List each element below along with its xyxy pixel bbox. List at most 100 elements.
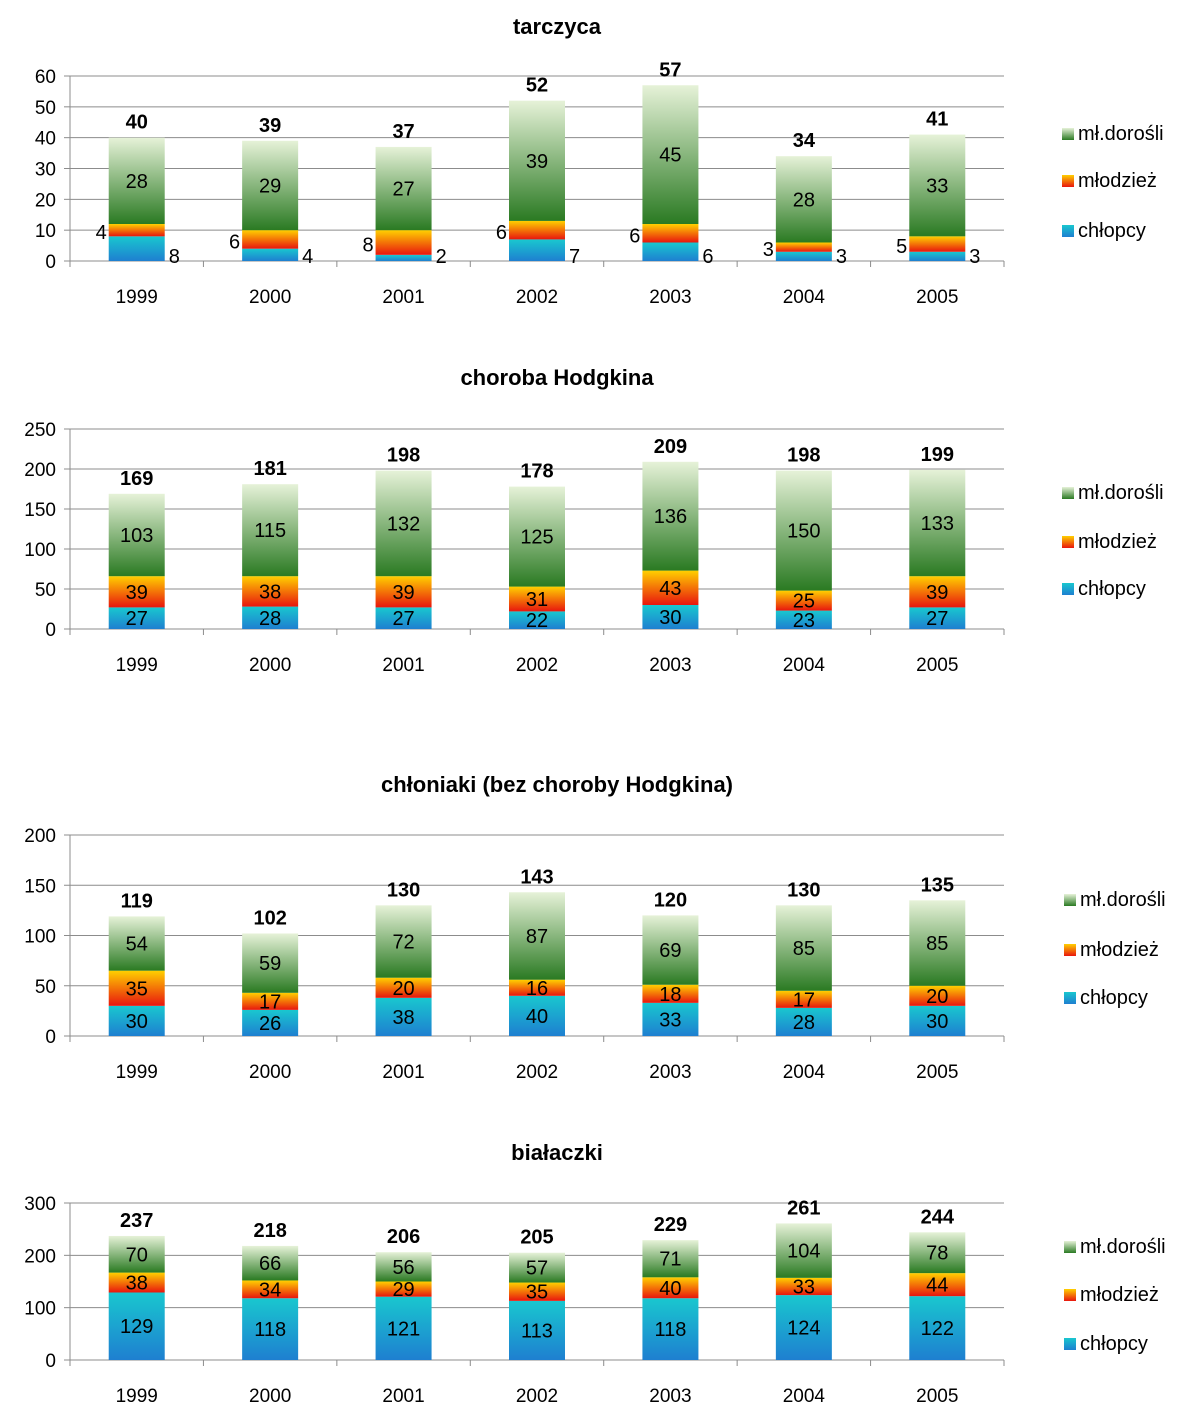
total-label: 169 (120, 468, 153, 490)
data-label-chlopcy: 4 (302, 246, 313, 268)
bar-segment-mlodziez (909, 985, 966, 1006)
bar-segment-chlopcy (108, 1292, 165, 1360)
data-label-chlopcy: 3 (969, 246, 980, 268)
bar-segment-mlodziez (509, 1282, 565, 1301)
data-label-mldorosli: 85 (793, 938, 815, 960)
legend-label-mlodziez: młodzież (1078, 170, 1157, 192)
x-tick-label: 2001 (382, 655, 424, 676)
bar-segment-chlopcy (375, 254, 432, 261)
legend-swatch-chlopcy (1064, 992, 1076, 1004)
data-label-mlodziez: 35 (126, 978, 148, 1000)
data-label-mldorosli: 59 (259, 953, 281, 975)
bar-segment-mldorosli (909, 900, 966, 986)
bar-segment-mlodziez (108, 224, 165, 237)
bar-segment-mlodziez (642, 224, 699, 243)
data-label-mldorosli: 39 (526, 151, 548, 173)
total-label: 229 (654, 1214, 687, 1236)
bar-segment-chlopcy (909, 251, 966, 261)
data-label-chlopcy: 23 (793, 610, 815, 632)
total-label: 244 (921, 1206, 955, 1228)
total-label: 102 (253, 907, 286, 929)
x-tick-label: 2004 (783, 1386, 826, 1405)
legend-label-mldorosli: mł.dorośli (1078, 482, 1164, 504)
data-label-mldorosli: 27 (392, 179, 414, 201)
data-label-mlodziez: 4 (96, 222, 107, 244)
total-label: 143 (520, 866, 553, 888)
legend-swatch-chlopcy (1062, 583, 1074, 595)
data-label-mldorosli: 54 (126, 934, 148, 956)
total-label: 34 (793, 130, 816, 152)
total-label: 178 (520, 461, 553, 483)
x-tick-label: 2002 (516, 1386, 558, 1405)
bar-segment-chlopcy (775, 1007, 832, 1036)
bar-segment-mldorosli (375, 146, 432, 231)
bar-segment-mldorosli (509, 1252, 565, 1283)
bar-segment-mldorosli (642, 85, 699, 224)
bar-segment-mldorosli (242, 140, 299, 231)
y-tick-label: 30 (35, 160, 56, 181)
data-label-chlopcy: 8 (169, 246, 180, 268)
y-tick-label: 60 (35, 67, 56, 88)
data-label-mldorosli: 66 (259, 1253, 281, 1275)
data-label-mlodziez: 16 (526, 978, 548, 1000)
total-label: 41 (926, 109, 948, 131)
bar-segment-mldorosli (375, 1252, 432, 1282)
bar-segment-mldorosli (909, 469, 966, 577)
bar-segment-mlodziez (108, 1272, 165, 1293)
data-label-chlopcy: 118 (254, 1319, 286, 1341)
x-tick-label: 2003 (649, 655, 691, 676)
total-label: 37 (392, 121, 414, 143)
data-label-mldorosli: 115 (254, 520, 286, 542)
bar-segment-mldorosli (108, 137, 165, 224)
data-label-mlodziez: 38 (126, 1273, 148, 1295)
legend-swatch-mlodziez (1064, 944, 1076, 956)
total-label: 218 (253, 1220, 286, 1242)
data-label-mldorosli: 136 (654, 506, 687, 528)
legend-label-mlodziez: młodzież (1078, 531, 1157, 553)
bar-segment-mlodziez (909, 1273, 966, 1297)
data-label-mlodziez: 39 (926, 582, 948, 604)
data-label-mldorosli: 103 (120, 525, 153, 547)
data-label-chlopcy: 30 (926, 1011, 948, 1033)
data-label-mldorosli: 78 (926, 1243, 948, 1265)
x-tick-label: 2005 (916, 287, 958, 308)
x-tick-label: 2004 (783, 1062, 826, 1083)
bar-segment-mldorosli (775, 156, 832, 243)
data-label-mlodziez: 6 (496, 222, 507, 244)
data-label-mldorosli: 45 (659, 145, 681, 167)
bar-segment-mldorosli (108, 916, 165, 971)
bar-segment-mlodziez (509, 586, 565, 612)
bar-segment-chlopcy (375, 607, 432, 629)
y-tick-label: 100 (24, 540, 56, 561)
x-tick-label: 1999 (116, 655, 158, 676)
data-label-chlopcy: 28 (793, 1012, 815, 1034)
chart-title: chłoniaki (bez choroby Hodgkina) (381, 772, 733, 797)
data-label-chlopcy: 26 (259, 1013, 281, 1035)
y-tick-label: 0 (45, 1027, 56, 1048)
bar-segment-mlodziez (242, 230, 299, 249)
total-label: 181 (253, 458, 286, 480)
legend-swatch-mldorosli (1062, 128, 1074, 140)
bar-segment-mlodziez (509, 220, 565, 240)
data-label-mldorosli: 71 (659, 1249, 681, 1271)
bar-segment-mlodziez (775, 1277, 832, 1296)
x-tick-label: 2002 (516, 1062, 558, 1083)
bar-segment-mlodziez (242, 1280, 299, 1299)
x-tick-label: 1999 (116, 287, 158, 308)
total-label: 237 (120, 1210, 153, 1232)
data-label-mlodziez: 33 (793, 1276, 815, 1298)
x-tick-label: 2005 (916, 655, 958, 676)
bar-segment-chlopcy (775, 251, 832, 261)
y-tick-label: 200 (24, 1246, 56, 1267)
data-label-mlodziez: 39 (126, 582, 148, 604)
legend-swatch-mlodziez (1062, 536, 1074, 548)
legend-label-chlopcy: chłopcy (1078, 578, 1146, 600)
legend-label-mldorosli: mł.dorośli (1080, 1236, 1166, 1258)
data-label-chlopcy: 30 (659, 607, 681, 629)
chart-2: choroba Hodgkina 0 50 100 150 200 250 27 39 103 16… (24, 365, 1163, 676)
data-label-mldorosli: 56 (392, 1257, 414, 1279)
x-tick-label: 2003 (649, 1386, 691, 1405)
bar-segment-chlopcy (509, 995, 565, 1036)
y-tick-label: 100 (24, 927, 56, 948)
y-tick-label: 200 (24, 826, 56, 847)
